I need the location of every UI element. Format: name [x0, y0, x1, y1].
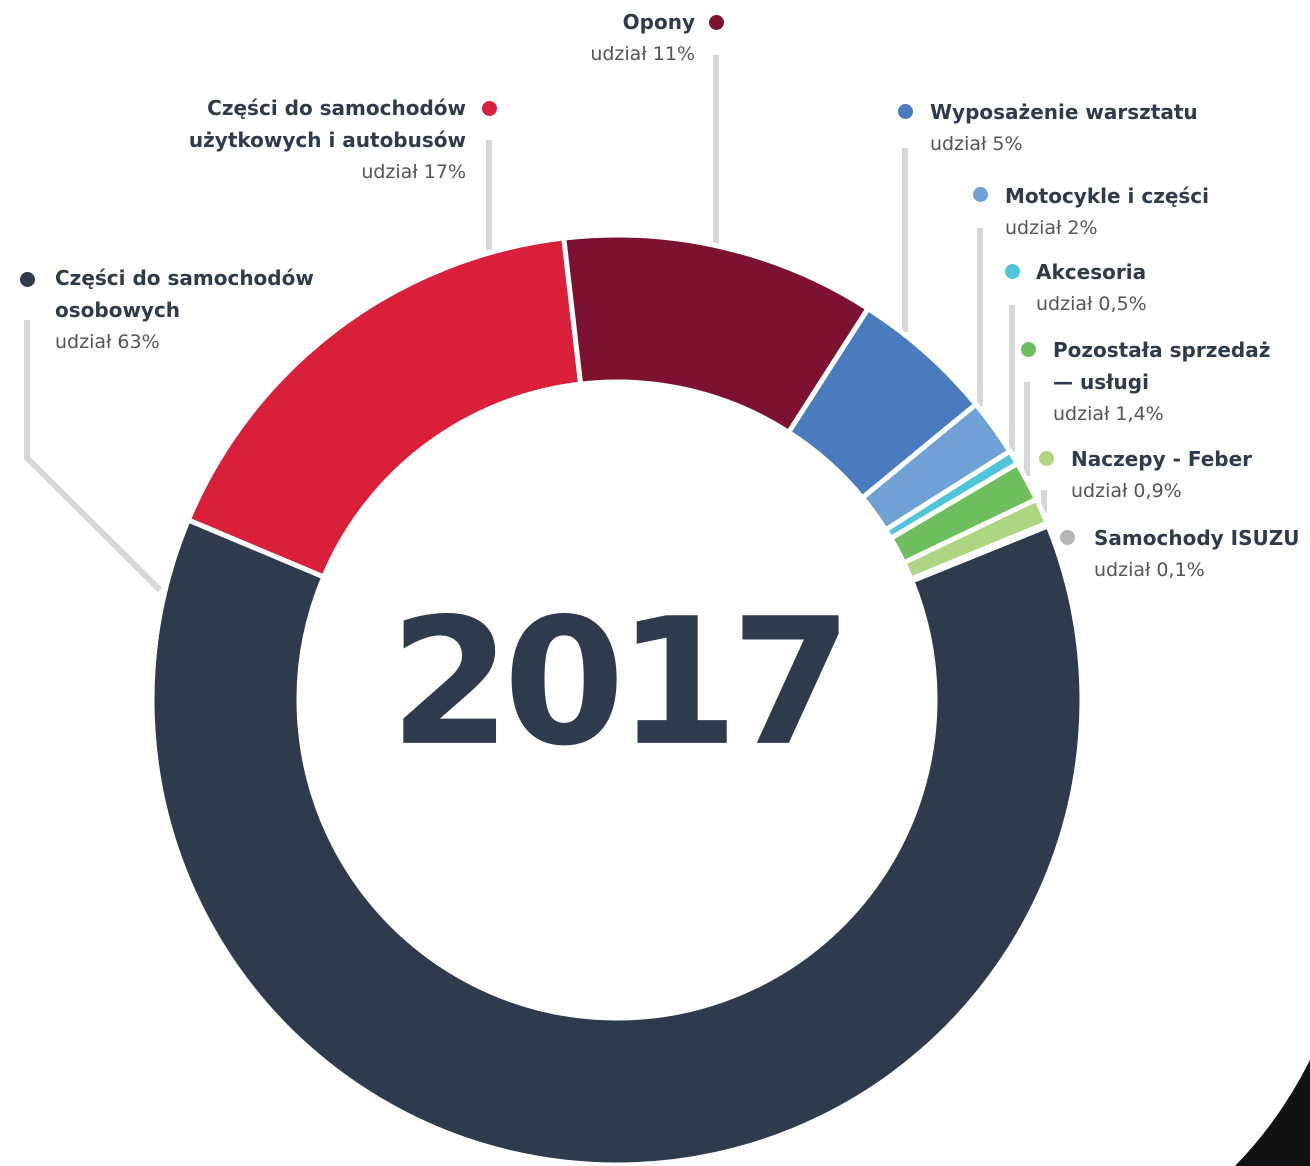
legend-name: Opony — [622, 10, 695, 34]
legend-dot — [898, 104, 913, 119]
center-title: 2017 — [389, 582, 844, 785]
value-label: udział 0,5% — [1036, 293, 1147, 315]
legend-name: Części do samochodów osobowych — [55, 266, 314, 322]
legend-label: Wyposażenie warsztatu udział 5% — [930, 96, 1260, 160]
value-label: udział 63% — [55, 331, 160, 353]
donut-segment — [184, 235, 584, 581]
legend-dot — [482, 101, 497, 116]
legend-label: Części do samochodów użytkowych i autobu… — [146, 92, 466, 188]
legend-name: Samochody ISUZU — [1094, 526, 1300, 550]
legend-label: Samochody ISUZU udział 0,1% — [1094, 522, 1310, 586]
legend-name: Wyposażenie warsztatu — [930, 100, 1198, 124]
value-label: udział 5% — [930, 133, 1023, 155]
legend-name: Naczepy - Feber — [1071, 447, 1253, 471]
value-label: udział 0,1% — [1094, 559, 1205, 581]
legend-dot — [1005, 264, 1020, 279]
decoration — [1235, 1060, 1310, 1166]
legend-label: Pozostała sprzedaż — usługi udział 1,4% — [1053, 334, 1293, 430]
donut-segment — [907, 519, 1052, 585]
legend-name: Części do samochodów użytkowych i autobu… — [188, 96, 466, 152]
legend-dot — [1060, 530, 1075, 545]
value-label: udział 1,4% — [1053, 403, 1164, 425]
legend-dot — [973, 187, 988, 202]
value-label: udział 2% — [1005, 217, 1098, 239]
legend-dot — [1021, 342, 1036, 357]
legend-name: Motocykle i części — [1005, 184, 1210, 208]
leader-line — [24, 320, 163, 593]
legend-name: Pozostała sprzedaż — usługi — [1053, 338, 1271, 394]
value-label: udział 11% — [590, 43, 695, 65]
legend-label: Części do samochodów osobowych udział 63% — [55, 262, 355, 358]
value-label: udział 17% — [361, 161, 466, 183]
legend-label: Motocykle i części udział 2% — [1005, 180, 1305, 244]
legend-label: Akcesoria udział 0,5% — [1036, 256, 1286, 320]
legend-dot — [709, 15, 724, 30]
value-label: udział 0,9% — [1071, 480, 1182, 502]
legend-name: Akcesoria — [1036, 260, 1147, 284]
legend-label: Naczepy - Feber udział 0,9% — [1071, 443, 1301, 507]
donut-segment — [149, 516, 1085, 1166]
legend-dot — [1039, 451, 1054, 466]
legend-dot — [20, 272, 35, 287]
legend-label: Opony udział 11% — [495, 6, 695, 70]
